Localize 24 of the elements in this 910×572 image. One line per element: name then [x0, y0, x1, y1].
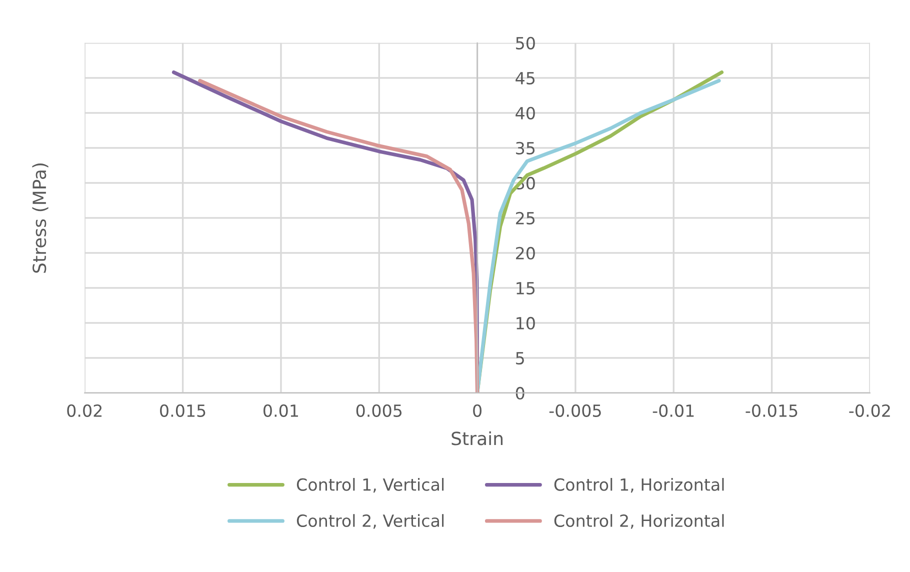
- y-tick-label: 20: [516, 246, 535, 260]
- y-tick-label: 15: [516, 282, 535, 295]
- y-tick-label: 25: [516, 212, 535, 224]
- y-tick-label: 35: [516, 142, 535, 154]
- x-tick-label: -0.02: [849, 404, 890, 417]
- y-tick-label: 10: [516, 316, 535, 330]
- x-tick-label: 0: [473, 404, 482, 417]
- legend-label: Control 2, Vertical: [296, 514, 444, 529]
- y-tick-label: 45: [516, 72, 535, 84]
- x-tick-label: 0.015: [160, 404, 206, 417]
- x-tick-label: -0.005: [549, 404, 601, 417]
- legend-label: Control 1, Horizontal: [554, 478, 724, 493]
- x-tick-label: -0.015: [746, 404, 798, 417]
- x-tick-label: 0.005: [356, 404, 402, 417]
- y-tick-label: 5: [516, 352, 524, 365]
- y-tick-label: 40: [516, 106, 535, 120]
- x-tick-label: 0.01: [264, 404, 298, 417]
- x-tick-label: -0.01: [652, 404, 694, 417]
- legend-label: Control 1, Vertical: [296, 478, 444, 493]
- y-tick-label: 50: [516, 36, 535, 50]
- x-axis-title: Strain: [452, 431, 503, 446]
- y-axis-title: Stress (MPa): [32, 163, 48, 273]
- x-tick-label: 0.02: [67, 404, 102, 417]
- legend-label: Control 2, Horizontal: [554, 514, 724, 529]
